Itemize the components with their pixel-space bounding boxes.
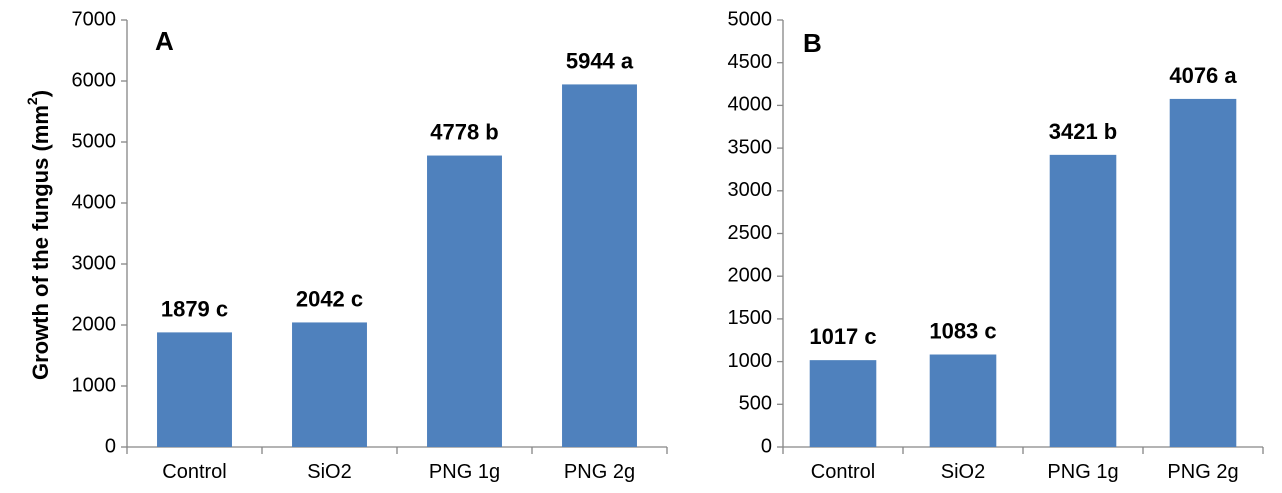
panel-b-y-tick-label: 1000 bbox=[728, 350, 773, 372]
y-axis-label-close: ) bbox=[28, 90, 53, 97]
panel-a-bar-3 bbox=[427, 155, 502, 448]
panel-b-data-label-2: 1083 c bbox=[929, 319, 996, 344]
panel-b-bar-1 bbox=[809, 360, 877, 447]
y-axis-label: Growth of the fungus (mm2) bbox=[24, 90, 53, 380]
panel-b-data-label-4: 4076 a bbox=[1169, 63, 1237, 88]
panel-b-y-tick-label: 1500 bbox=[728, 307, 773, 329]
panel-a-y-tick-label: 0 bbox=[105, 435, 116, 457]
panel-b-y-tick-label: 4000 bbox=[728, 94, 773, 116]
panel-a-y-tick-label: 4000 bbox=[72, 191, 117, 213]
panel-a-y-tick-label: 3000 bbox=[72, 252, 117, 274]
panel-a-x-tick-label-3: PNG 1g bbox=[429, 461, 500, 483]
panel-a-y-tick-label: 5000 bbox=[72, 130, 117, 152]
panel-a-data-label-4: 5944 a bbox=[566, 48, 634, 73]
y-axis-label-main: Growth of the fungus (mm bbox=[28, 105, 53, 380]
panel-a-y-tick-label: 6000 bbox=[72, 69, 117, 91]
panel-a-bar-2 bbox=[292, 322, 367, 447]
panel-b-data-label-3: 3421 b bbox=[1049, 119, 1118, 144]
panel-a-bar-4 bbox=[562, 84, 637, 447]
panel-a-y-tick-label: 7000 bbox=[72, 8, 117, 30]
panel-a-y-tick-label: 2000 bbox=[72, 313, 117, 335]
panel-b-x-tick-label-1: Control bbox=[811, 461, 875, 483]
panel-b-x-tick-label-4: PNG 2g bbox=[1167, 461, 1238, 483]
panel-a-x-tick-label-1: Control bbox=[162, 461, 226, 483]
chart-panel-a: A 0 1000 2000 3000 4000 5000 6000 7000 1879 c Cont… bbox=[72, 8, 668, 483]
panel-a-data-label-1: 1879 c bbox=[161, 296, 228, 321]
panel-b-y-tick-label: 0 bbox=[761, 435, 772, 457]
panel-b-data-label-1: 1017 c bbox=[809, 324, 876, 349]
panel-a-data-label-2: 2042 c bbox=[296, 286, 363, 311]
panel-b-y-tick-label: 500 bbox=[739, 393, 772, 415]
panel-b-y-tick-label: 2500 bbox=[728, 222, 773, 244]
panel-a-bar-1 bbox=[157, 332, 232, 447]
panel-b-bar-4 bbox=[1169, 98, 1237, 447]
panel-a-y-tick-label: 1000 bbox=[72, 374, 117, 396]
panel-a-letter: A bbox=[155, 26, 174, 56]
panel-b-y-tick-label: 2000 bbox=[728, 264, 773, 286]
chart-panel-b: B 0 500 1000 1500 2000 2500 3000 3500 4000 4500 500… bbox=[728, 8, 1264, 483]
panel-a-x-tick-label-4: PNG 2g bbox=[564, 461, 635, 483]
panel-b-bar-2 bbox=[929, 354, 997, 447]
panel-b-y-tick-label: 3500 bbox=[728, 136, 773, 158]
panel-b-y-tick-label: 5000 bbox=[728, 8, 773, 30]
panel-a-x-tick-label-2: SiO2 bbox=[307, 461, 351, 483]
panel-a-data-label-3: 4778 b bbox=[430, 120, 499, 145]
panel-b-y-tick-label: 3000 bbox=[728, 179, 773, 201]
y-axis-label-superscript: 2 bbox=[24, 97, 40, 105]
panel-b-x-tick-label-2: SiO2 bbox=[941, 461, 985, 483]
panel-b-x-tick-label-3: PNG 1g bbox=[1047, 461, 1118, 483]
panel-b-letter: B bbox=[803, 28, 822, 58]
panel-b-bar-3 bbox=[1049, 154, 1117, 447]
panel-b-y-tick-label: 4500 bbox=[728, 51, 773, 73]
